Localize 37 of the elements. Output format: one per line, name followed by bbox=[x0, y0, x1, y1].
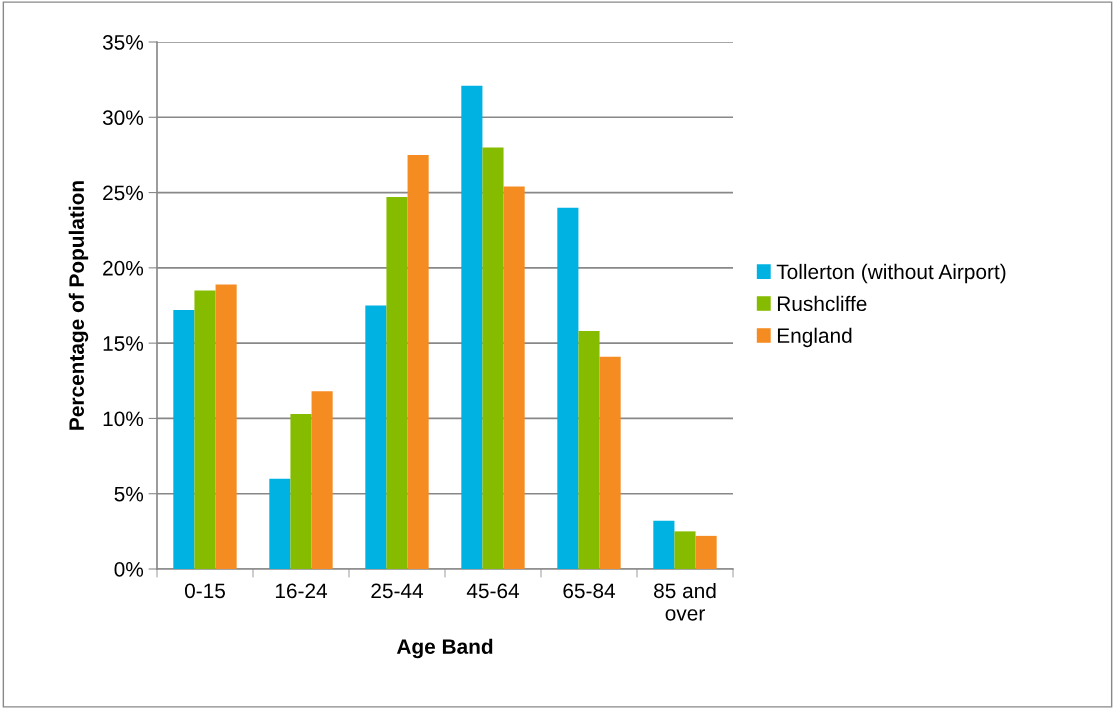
bar bbox=[290, 413, 312, 569]
y-tick-label: 5% bbox=[114, 486, 144, 502]
y-axis-title: Percentage of Population bbox=[68, 181, 89, 430]
legend-label: England bbox=[777, 327, 852, 348]
x-tick-label: 65-84 bbox=[563, 583, 616, 599]
y-tick-label: 30% bbox=[102, 110, 144, 126]
bar bbox=[599, 356, 621, 569]
bar bbox=[503, 186, 525, 569]
legend-label: Tollerton (without Airport) bbox=[776, 263, 1006, 284]
bar bbox=[653, 520, 675, 569]
y-tick-label: 20% bbox=[103, 260, 144, 276]
bar bbox=[386, 197, 408, 569]
bar bbox=[215, 284, 237, 569]
x-tick-label: 85 and over bbox=[654, 582, 716, 621]
x-tick-label: 0-15 bbox=[184, 583, 225, 599]
y-tick-label: 15% bbox=[103, 336, 144, 351]
y-tick-label: 35% bbox=[102, 35, 144, 50]
bar bbox=[407, 154, 429, 569]
bar bbox=[194, 290, 216, 569]
bar bbox=[461, 85, 483, 569]
y-tick-label: 0% bbox=[114, 562, 144, 577]
bar bbox=[482, 147, 504, 569]
x-axis-title: Age Band bbox=[396, 638, 493, 659]
y-tick-label: 10% bbox=[103, 411, 144, 427]
y-tick-label: 25% bbox=[103, 185, 144, 201]
bar bbox=[674, 531, 696, 569]
x-tick-label: 16-24 bbox=[275, 583, 328, 599]
bar bbox=[695, 535, 717, 569]
x-tick-label: 45-64 bbox=[466, 583, 520, 599]
bar bbox=[173, 310, 195, 569]
bar bbox=[311, 391, 333, 569]
legend-label: Rushcliffe bbox=[777, 295, 867, 312]
bar bbox=[578, 331, 600, 569]
x-tick-label: 25-44 bbox=[371, 583, 424, 599]
bar bbox=[365, 305, 387, 569]
bar bbox=[269, 478, 291, 569]
bar bbox=[557, 207, 579, 569]
